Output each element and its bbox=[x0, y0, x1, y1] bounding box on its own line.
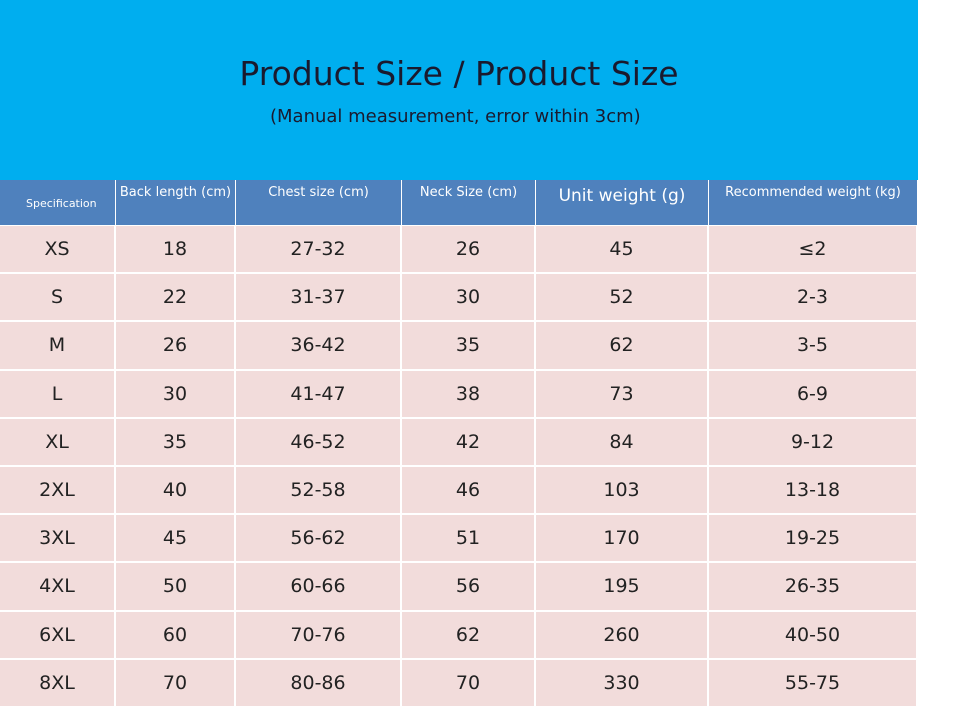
table-cell: 170 bbox=[536, 515, 709, 564]
table-cell: 46-52 bbox=[236, 418, 402, 467]
table-cell: 60 bbox=[116, 611, 236, 660]
column-header: Unit weight (g) bbox=[536, 180, 709, 226]
table-cell: 36-42 bbox=[236, 322, 402, 371]
table-row: XL 35 46-52 42 84 9-12 bbox=[0, 418, 918, 467]
table-cell: 103 bbox=[536, 466, 709, 516]
table-cell: 73 bbox=[536, 370, 709, 419]
table-cell: 13-18 bbox=[709, 466, 918, 516]
table-cell: 42 bbox=[402, 418, 536, 467]
table-cell: 56 bbox=[402, 563, 536, 612]
table-cell: 40 bbox=[116, 466, 236, 516]
table-cell: 8XL bbox=[0, 659, 116, 708]
table-row: 6XL 60 70-76 62 260 40-50 bbox=[0, 611, 918, 660]
table-cell: 80-86 bbox=[236, 659, 402, 708]
table-row: 4XL 50 60-66 56 195 26-35 bbox=[0, 563, 918, 612]
table-row: S 22 31-37 30 52 2-3 bbox=[0, 274, 918, 323]
table-cell: 41-47 bbox=[236, 370, 402, 419]
table-cell: 84 bbox=[536, 418, 709, 467]
banner: Product Size / Product Size (Manual meas… bbox=[0, 0, 918, 180]
table-cell: 45 bbox=[116, 515, 236, 564]
table-cell: L bbox=[0, 370, 116, 419]
table-cell: 52 bbox=[536, 274, 709, 323]
table-cell: 70 bbox=[402, 659, 536, 708]
table-row: XS 18 27-32 26 45 ≤2 bbox=[0, 226, 918, 275]
table-row: 2XL 40 52-58 46 103 13-18 bbox=[0, 466, 918, 516]
table-cell: S bbox=[0, 274, 116, 323]
table-cell: 55-75 bbox=[709, 659, 918, 708]
table-cell: 60-66 bbox=[236, 563, 402, 612]
table-cell: 3XL bbox=[0, 515, 116, 564]
column-header: Recommended weight (kg) bbox=[709, 180, 918, 226]
table-cell: 35 bbox=[402, 322, 536, 371]
table-cell: 26 bbox=[116, 322, 236, 371]
table-cell: 51 bbox=[402, 515, 536, 564]
table-cell: 46 bbox=[402, 466, 536, 516]
table-cell: 56-62 bbox=[236, 515, 402, 564]
table-cell: 2XL bbox=[0, 466, 116, 516]
table-cell: 35 bbox=[116, 418, 236, 467]
table-row: M 26 36-42 35 62 3-5 bbox=[0, 322, 918, 371]
table-cell: ≤2 bbox=[709, 226, 918, 275]
table-cell: 330 bbox=[536, 659, 709, 708]
table-cell: 2-3 bbox=[709, 274, 918, 323]
table-cell: 38 bbox=[402, 370, 536, 419]
table-cell: 3-5 bbox=[709, 322, 918, 371]
subtitle: (Manual measurement, error within 3cm) bbox=[270, 106, 641, 127]
table-cell: 260 bbox=[536, 611, 709, 660]
table-cell: 4XL bbox=[0, 563, 116, 612]
title: Product Size / Product Size bbox=[239, 54, 679, 93]
column-header: Specification bbox=[0, 180, 116, 226]
column-header: Neck Size (cm) bbox=[402, 180, 536, 226]
table-row: L 30 41-47 38 73 6-9 bbox=[0, 370, 918, 419]
table-cell: 6XL bbox=[0, 611, 116, 660]
column-header: Back length (cm) bbox=[116, 180, 236, 226]
table-cell: M bbox=[0, 322, 116, 371]
header-row: Specification Back length (cm) Chest size … bbox=[0, 180, 918, 226]
table-cell: 18 bbox=[116, 226, 236, 275]
table-cell: 26 bbox=[402, 226, 536, 275]
table-cell: XL bbox=[0, 418, 116, 467]
table-cell: 62 bbox=[402, 611, 536, 660]
table-cell: 9-12 bbox=[709, 418, 918, 467]
table-cell: 19-25 bbox=[709, 515, 918, 564]
table-cell: 52-58 bbox=[236, 466, 402, 516]
table-row: 3XL 45 56-62 51 170 19-25 bbox=[0, 515, 918, 564]
table-cell: 62 bbox=[536, 322, 709, 371]
table-cell: 195 bbox=[536, 563, 709, 612]
table-cell: 26-35 bbox=[709, 563, 918, 612]
table-cell: 45 bbox=[536, 226, 709, 275]
table-cell: 22 bbox=[116, 274, 236, 323]
size-table: Specification Back length (cm) Chest size … bbox=[0, 180, 918, 708]
column-header: Chest size (cm) bbox=[236, 180, 402, 226]
table-cell: 70-76 bbox=[236, 611, 402, 660]
table-cell: 30 bbox=[116, 370, 236, 419]
table-cell: 27-32 bbox=[236, 226, 402, 275]
table-cell: 50 bbox=[116, 563, 236, 612]
table-cell: 31-37 bbox=[236, 274, 402, 323]
table-cell: 40-50 bbox=[709, 611, 918, 660]
table-cell: XS bbox=[0, 226, 116, 275]
table-cell: 30 bbox=[402, 274, 536, 323]
table-row: 8XL 70 80-86 70 330 55-75 bbox=[0, 659, 918, 708]
table-cell: 6-9 bbox=[709, 370, 918, 419]
table-cell: 70 bbox=[116, 659, 236, 708]
